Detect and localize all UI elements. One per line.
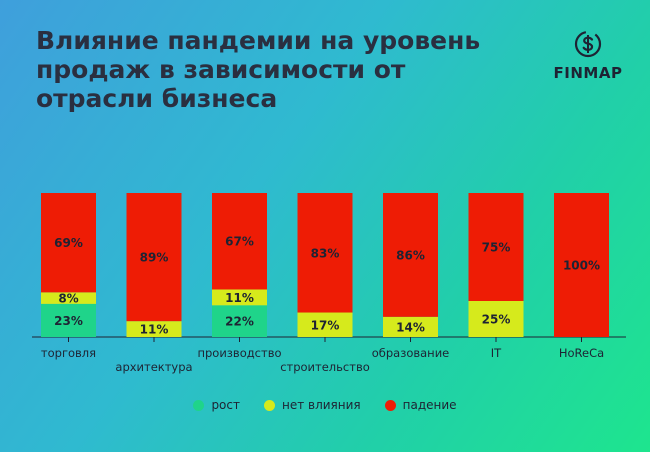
bar-segment-нет-влияния: [212, 289, 267, 306]
bar-group-5: 25% 75%: [468, 193, 524, 337]
bar-segment-падение: [383, 193, 438, 317]
bar-segment-нет-влияния: [297, 312, 353, 337]
bar-segment-нет-влияния: [126, 321, 182, 337]
data-label: 67%: [225, 235, 254, 249]
bar-group-1: 11% 89%: [126, 193, 182, 337]
chart-title: Влияние пандемии на уровень продаж в зав…: [36, 26, 481, 113]
bar-group-0: 23% 8% 69%: [41, 193, 96, 337]
bar-segment-нет-влияния: [468, 301, 524, 337]
bar-group-4: 14% 86%: [383, 193, 438, 337]
legend-label: падение: [402, 398, 457, 412]
legend-item: падение: [384, 398, 457, 412]
legend-item: рост: [193, 398, 240, 412]
data-label: 86%: [396, 248, 425, 262]
data-label: 11%: [140, 323, 169, 337]
bar-segment-падение: [554, 193, 609, 337]
data-label: 14%: [396, 320, 425, 334]
legend-swatch: [193, 399, 205, 411]
legend-swatch: [263, 399, 275, 411]
brand-name: FINMAP: [553, 64, 623, 82]
bar-segment-нет-влияния: [41, 292, 96, 304]
x-tick-label: архитектура: [115, 360, 192, 374]
x-tick-label: производство: [197, 346, 281, 360]
bar-segment-падение: [297, 193, 353, 313]
brand-logo: FINMAP: [548, 28, 628, 82]
data-label: 100%: [563, 259, 600, 273]
bar-segment-падение: [126, 193, 182, 322]
data-label: 75%: [482, 241, 511, 255]
x-tick-label: торговля: [41, 346, 96, 360]
data-label: 17%: [311, 318, 340, 332]
bar-segment-падение: [468, 193, 524, 301]
legend-label: нет влияния: [281, 398, 361, 412]
data-label: 22%: [225, 315, 254, 329]
legend-item: нет влияния: [263, 398, 361, 412]
legend-label: рост: [211, 398, 240, 412]
x-tick-label: HoReCa: [559, 346, 604, 360]
x-tick-label: строительство: [280, 360, 370, 374]
x-tick-label: IT: [491, 346, 502, 360]
data-label: 69%: [54, 236, 83, 250]
data-label: 8%: [58, 292, 78, 306]
finmap-logo-icon: [574, 30, 602, 58]
data-label: 89%: [140, 251, 169, 265]
bar-group-2: 22% 11% 67%: [212, 193, 267, 337]
bar-group-3: 17% 83%: [297, 193, 353, 337]
legend-swatch: [384, 399, 396, 411]
bar-segment-рост: [41, 303, 96, 337]
bar-segment-падение: [212, 193, 267, 290]
bar-segment-нет-влияния: [383, 316, 438, 337]
bar-group-6: 100%: [554, 193, 609, 337]
data-label: 11%: [225, 291, 254, 305]
bar-segment-падение: [41, 193, 96, 293]
data-label: 83%: [311, 246, 340, 260]
bar-segment-рост: [212, 305, 267, 337]
data-label: 25%: [482, 313, 511, 327]
data-label: 23%: [54, 314, 83, 328]
x-tick-label: образование: [372, 346, 450, 360]
chart-legend: рост нет влияния падение: [0, 398, 650, 412]
